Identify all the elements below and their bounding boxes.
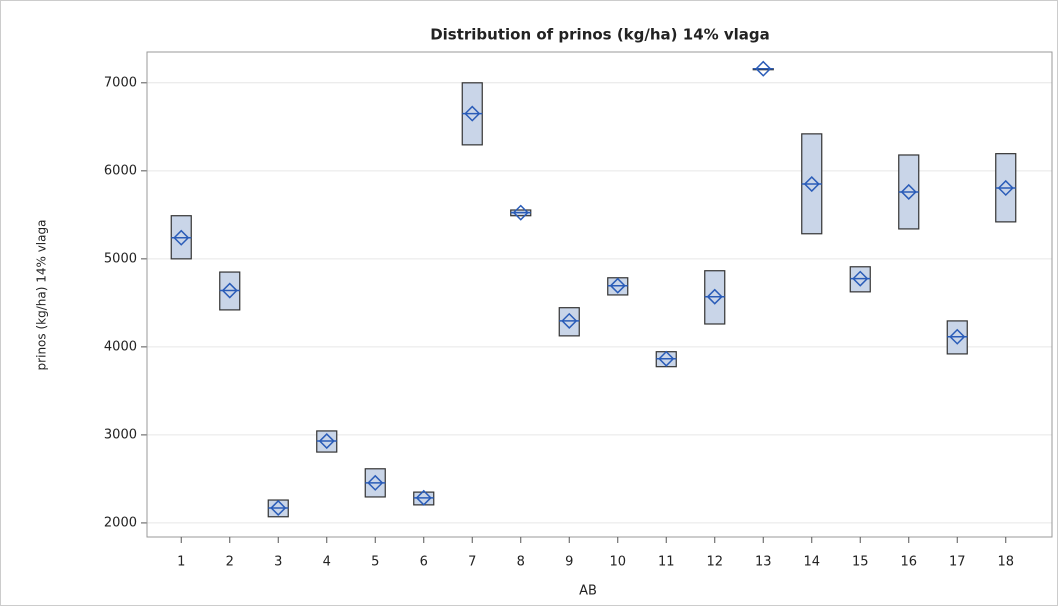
mean-marker xyxy=(997,179,1014,197)
x-tick-label: 7 xyxy=(468,555,476,570)
plot-area xyxy=(146,51,1053,538)
mean-marker xyxy=(658,350,675,367)
mean-marker xyxy=(900,183,917,201)
mean-marker xyxy=(173,229,190,246)
mean-marker xyxy=(221,282,238,299)
x-tick-label: 2 xyxy=(226,555,234,570)
x-tick-label: 16 xyxy=(900,555,917,570)
x-tick-label: 13 xyxy=(755,555,772,570)
y-axis-label: prinos (kg/ha) 14% vlaga xyxy=(35,220,49,371)
mean-marker xyxy=(949,328,966,345)
mean-marker xyxy=(803,175,820,193)
y-tick-label: 5000 xyxy=(104,251,137,266)
mean-marker xyxy=(464,105,481,122)
x-tick-label: 12 xyxy=(706,555,723,570)
mean-marker xyxy=(852,270,869,287)
x-tick-label: 4 xyxy=(323,555,331,570)
mean-marker xyxy=(561,312,578,329)
y-tick-label: 7000 xyxy=(104,75,137,90)
mean-marker xyxy=(706,288,723,305)
x-tick-label: 18 xyxy=(997,555,1014,570)
x-tick-label: 15 xyxy=(852,555,869,570)
y-tick-label: 4000 xyxy=(104,339,137,354)
mean-marker xyxy=(609,277,626,294)
y-tick-label: 2000 xyxy=(104,515,137,530)
mean-marker xyxy=(367,474,384,491)
x-tick-label: 10 xyxy=(609,555,626,570)
y-tick-label: 3000 xyxy=(104,427,137,442)
x-tick-label: 1 xyxy=(177,555,185,570)
mean-marker xyxy=(755,60,772,77)
mean-marker xyxy=(318,432,335,450)
x-tick-label: 5 xyxy=(371,555,379,570)
x-tick-label: 6 xyxy=(420,555,428,570)
x-tick-label: 9 xyxy=(565,555,573,570)
mean-marker xyxy=(512,204,529,221)
y-tick-label: 6000 xyxy=(104,163,137,178)
x-axis-label: AB xyxy=(579,584,597,599)
mean-marker xyxy=(270,499,287,517)
x-tick-label: 17 xyxy=(949,555,966,570)
x-tick-label: 3 xyxy=(274,555,282,570)
box xyxy=(558,307,580,337)
x-tick-label: 8 xyxy=(517,555,525,570)
x-tick-label: 11 xyxy=(658,555,675,570)
mean-marker xyxy=(415,489,432,506)
x-tick-label: 14 xyxy=(803,555,820,570)
chart-title: Distribution of prinos (kg/ha) 14% vlaga xyxy=(430,26,770,44)
